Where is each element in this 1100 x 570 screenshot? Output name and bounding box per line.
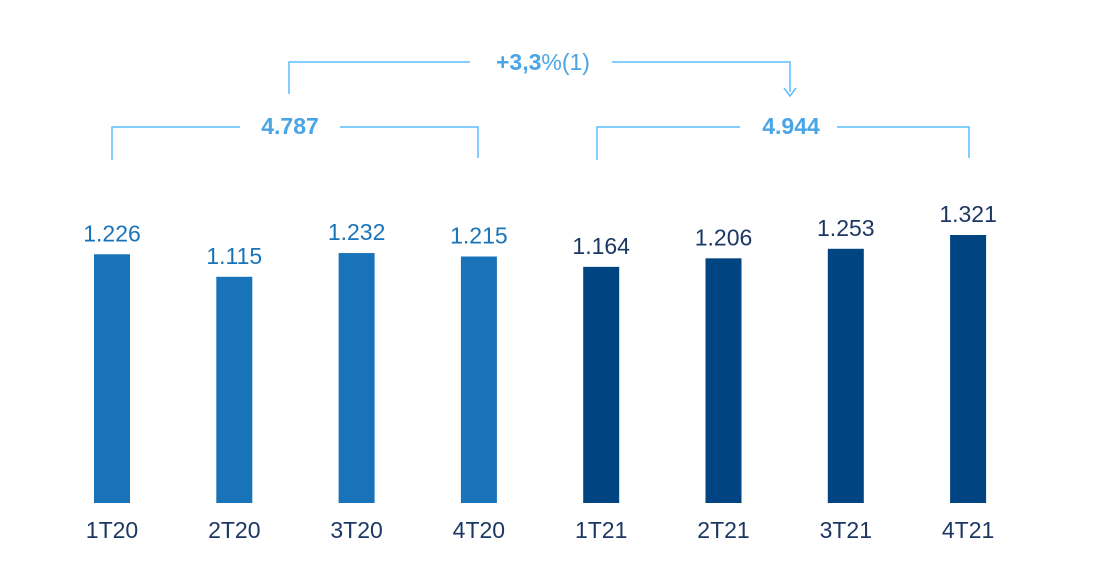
group-bracket-2021-left [596,126,740,160]
category-label-1t20: 1T20 [86,517,138,543]
growth-unit: % [541,49,561,75]
value-label-3t20: 1.232 [328,219,386,245]
value-label-1t20: 1.226 [83,220,141,246]
growth-label: +3,3%(1) [496,49,590,75]
category-label-3t20: 3T20 [330,517,382,543]
bar-3t21 [827,248,864,503]
growth-note: (1) [562,49,590,75]
value-label-1t21: 1.164 [572,233,630,259]
value-label-2t21: 1.206 [695,224,753,250]
bar-1t21 [583,266,620,503]
value-label-4t21: 1.321 [939,201,997,227]
group-total-2021: 4.944 [762,113,820,139]
group-bracket-2020: 4.787 [111,113,479,160]
group-total-2020: 4.787 [261,113,319,139]
group-bracket-2020-left [111,126,240,160]
category-label-4t20: 4T20 [453,517,505,543]
group-bracket-2021: 4.944 [596,113,970,160]
growth-bracket-line-left [288,61,470,94]
bar-4t20 [460,256,497,503]
bar-2t20 [216,276,253,503]
growth-arrow-icon [783,87,797,98]
category-label-2t20: 2T20 [208,517,260,543]
value-label-3t21: 1.253 [817,215,875,241]
growth-value: +3,3 [496,49,541,75]
value-label-4t20: 1.215 [450,223,508,249]
category-label-1t21: 1T21 [575,517,627,543]
bars-layer: 1.226 1T20 1.115 2T20 1.232 3T20 1.215 4T20 1.16… [83,201,997,543]
bar-4t21 [950,235,987,503]
growth-bracket-line-right [612,61,791,92]
category-label-4t21: 4T21 [942,517,994,543]
group-bracket-2021-right [837,126,970,158]
group-bracket-2020-right [340,126,479,158]
growth-bracket: +3,3%(1) [288,49,797,98]
category-label-3t21: 3T21 [820,517,872,543]
bar-1t20 [94,254,130,503]
category-label-2t21: 2T21 [697,517,749,543]
bar-2t21 [705,258,742,503]
bar-3t20 [338,253,375,503]
value-label-2t20: 1.115 [206,243,262,269]
